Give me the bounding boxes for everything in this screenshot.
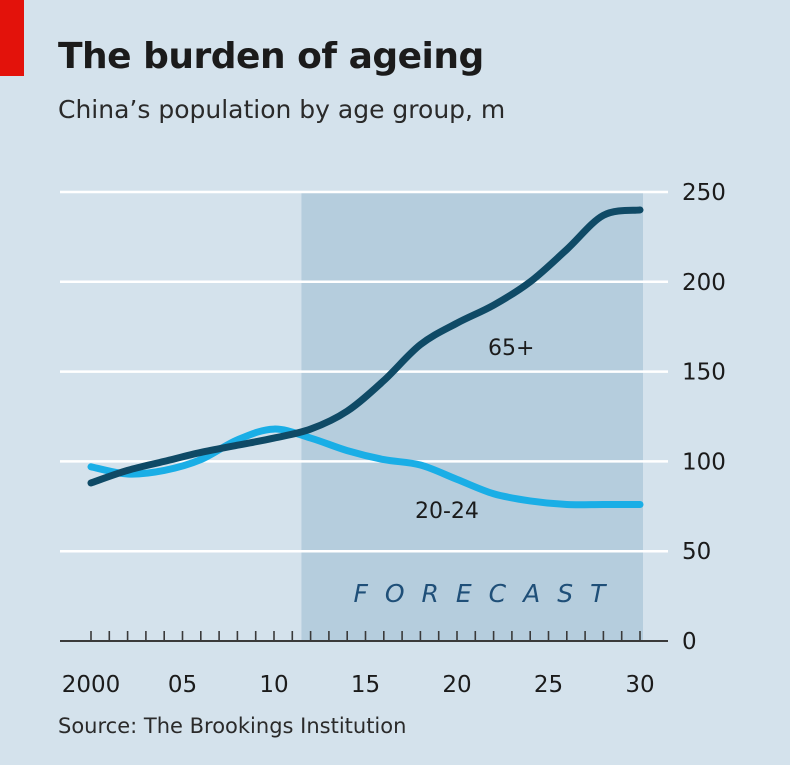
forecast-band: [301, 192, 643, 641]
x-tick-label: 2000: [62, 672, 121, 698]
source-note: Source: The Brookings Institution: [58, 714, 407, 738]
y-axis-labels: 0 50 100 150 200 250: [682, 180, 726, 655]
x-tick-label: 20: [442, 672, 471, 698]
forecast-label: FORECAST: [353, 579, 622, 608]
x-tick-label: 30: [625, 672, 654, 698]
x-axis-labels: 2000 05 10 15 20 25 30: [62, 672, 655, 698]
series-label-20-24: 20-24: [415, 499, 479, 524]
chart-subtitle: China’s population by age group, m: [58, 95, 506, 124]
series-label-65-plus: 65+: [488, 336, 534, 361]
y-tick-label: 100: [682, 449, 726, 475]
x-axis: [60, 631, 668, 642]
x-tick-label: 10: [259, 672, 288, 698]
series-line-65-plus: [87, 206, 644, 487]
y-tick-label: 250: [682, 180, 726, 206]
y-tick-label: 0: [682, 629, 697, 655]
y-tick-label: 50: [682, 539, 711, 565]
y-tick-label: 200: [682, 270, 726, 296]
red-corner-tag: [0, 0, 24, 76]
x-tick-label: 05: [168, 672, 197, 698]
chart-title: The burden of ageing: [58, 36, 484, 77]
x-tick-label: 15: [351, 672, 380, 698]
series-lines: [87, 206, 644, 509]
series-line-20-24: [87, 425, 644, 509]
y-tick-label: 150: [682, 360, 726, 386]
x-tick-label: 25: [534, 672, 563, 698]
